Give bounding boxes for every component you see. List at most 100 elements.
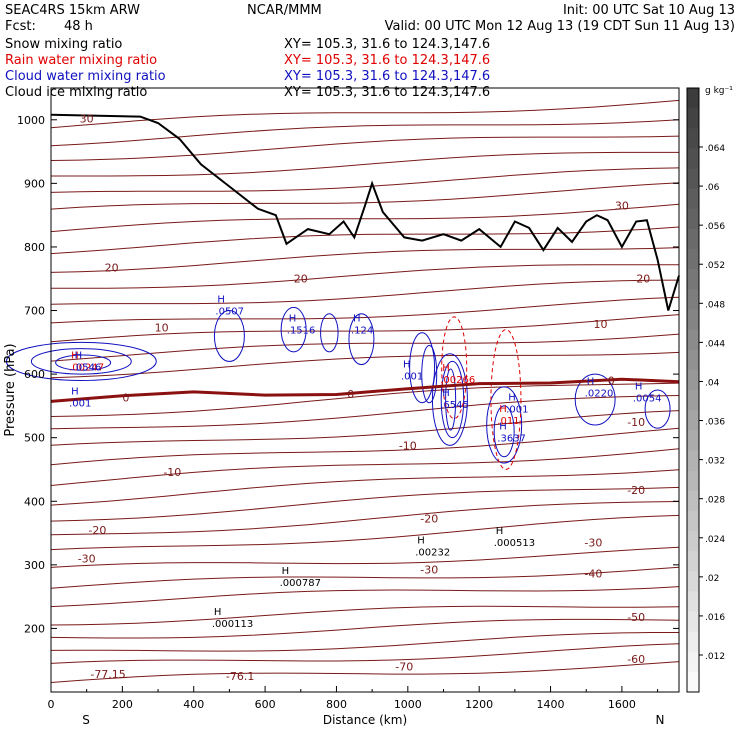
isotherm-line <box>50 618 680 639</box>
y-axis-title: Pressure (hPa) <box>3 343 18 436</box>
y-tick-label: 800 <box>24 241 45 254</box>
isotherm-line <box>50 486 680 522</box>
maximum-value-label: .6545 <box>440 400 469 411</box>
colorbar-tick-label: .012 <box>705 652 725 662</box>
south-label: S <box>82 713 90 727</box>
colorbar-cell <box>687 168 699 190</box>
isotherm-line <box>50 395 680 430</box>
colorbar-cell <box>687 551 699 572</box>
isotherm-line <box>50 427 680 466</box>
colorbar-cell <box>687 490 699 512</box>
isotherm-label: -76.1 <box>226 670 254 683</box>
colorbar-tick-label: .064 <box>705 144 725 154</box>
x-tick-label: 1000 <box>394 698 422 711</box>
isotherm-label: -60 <box>627 653 645 666</box>
legend-label: Cloud water mixing ratio <box>5 69 166 84</box>
rain-contour <box>441 316 468 420</box>
legend-xy: XY= 105.3, 31.6 to 124.3,147.6 <box>284 37 490 52</box>
isotherm-line <box>50 410 680 446</box>
cloud-water-contour <box>5 341 157 381</box>
isotherm-label: 0 <box>608 374 615 387</box>
high-marker: H <box>508 392 516 403</box>
y-tick-label: 200 <box>24 622 45 635</box>
org-label: NCAR/MMM <box>247 3 322 18</box>
isotherm-line <box>50 382 680 417</box>
isotherm-line <box>50 203 680 233</box>
colorbar-tick-label: .056 <box>705 222 725 232</box>
isotherm-label: 20 <box>636 273 650 286</box>
colorbar-cell <box>687 249 699 270</box>
maximum-value-label: .001 <box>401 371 423 382</box>
freezing-level-line <box>50 377 680 403</box>
high-marker: H <box>442 388 450 399</box>
x-tick-label: 600 <box>255 698 276 711</box>
cloud-water-contour <box>280 306 307 353</box>
isotherm-label: -40 <box>584 568 602 581</box>
maximum-value-label: .011 <box>497 416 519 427</box>
isotherm-line <box>50 661 680 683</box>
colorbar-cell <box>687 671 699 693</box>
colorbar-tick-label: .06 <box>705 183 720 193</box>
y-tick-label: 700 <box>24 305 45 318</box>
colorbar-cell <box>687 128 699 149</box>
colorbar-cell <box>687 148 699 170</box>
colorbar-tick-label: .016 <box>705 613 725 623</box>
isotherm-line <box>50 586 680 608</box>
y-tick-label: 900 <box>24 177 45 190</box>
colorbar-cell <box>687 329 699 351</box>
isotherm-line <box>50 167 680 193</box>
colorbar-cell <box>687 269 699 290</box>
isotherm-line <box>50 226 680 255</box>
isotherm-line <box>50 135 680 161</box>
cloud-water-contour <box>213 310 245 362</box>
colorbar-cell <box>687 591 699 612</box>
forecast-label: Fcst: <box>5 19 36 34</box>
high-marker: H <box>214 607 222 618</box>
legend-label: Snow mixing ratio <box>5 37 122 52</box>
isotherm-label: -20 <box>420 512 438 525</box>
high-marker: H <box>217 294 225 305</box>
maximum-value-label: .124 <box>351 326 373 337</box>
isotherm-contours <box>50 99 680 683</box>
colorbar-cell <box>687 611 699 633</box>
colorbar-cell <box>687 410 699 431</box>
high-marker: H <box>442 363 450 374</box>
isotherm-label: -10 <box>399 439 417 452</box>
isotherm-line <box>50 314 680 343</box>
colorbar-cell <box>687 88 699 109</box>
colorbar-unit: g kg⁻¹ <box>705 86 733 96</box>
isotherm-label: 20 <box>105 261 119 274</box>
maximum-value-label: .001 <box>69 399 91 410</box>
isotherm-label: -30 <box>420 563 438 576</box>
colorbar-cell <box>687 188 699 210</box>
y-tick-label: 500 <box>24 432 45 445</box>
isotherm-label: 10 <box>155 322 169 335</box>
colorbar-cell <box>687 349 699 371</box>
colorbar-tick-label: .044 <box>705 339 725 349</box>
cloud-water-contour <box>493 405 515 458</box>
x-tick-label: 1200 <box>465 698 493 711</box>
maximum-value-label: .00266 <box>440 375 475 386</box>
legend-label: Rain water mixing ratio <box>5 53 157 68</box>
maximum-value-label: .0507 <box>215 306 244 317</box>
field-legend: Snow mixing ratio XY= 105.3, 31.6 to 124.… <box>5 37 490 100</box>
legend-xy: XY= 105.3, 31.6 to 124.3,147.6 <box>284 69 490 84</box>
isotherm-line <box>50 566 680 589</box>
isotherm-line <box>50 247 680 273</box>
x-tick-label: 400 <box>183 698 204 711</box>
high-marker: H <box>496 526 504 537</box>
colorbar-tick-label: .048 <box>705 300 725 310</box>
maximum-value-label: .000513 <box>494 538 535 549</box>
isotherm-label: -30 <box>78 552 96 565</box>
maximum-value-label: .001 <box>506 404 528 415</box>
high-marker: H <box>282 566 290 577</box>
legend-xy: XY= 105.3, 31.6 to 124.3,147.6 <box>284 53 490 68</box>
isotherm-line <box>51 264 679 289</box>
isotherm-line <box>50 333 680 362</box>
colorbar-cell <box>687 510 699 532</box>
high-marker: H <box>403 359 411 370</box>
y-tick-label: 600 <box>24 368 45 381</box>
isotherm-label: -10 <box>163 466 181 479</box>
colorbar-tick-label: .032 <box>705 457 725 467</box>
